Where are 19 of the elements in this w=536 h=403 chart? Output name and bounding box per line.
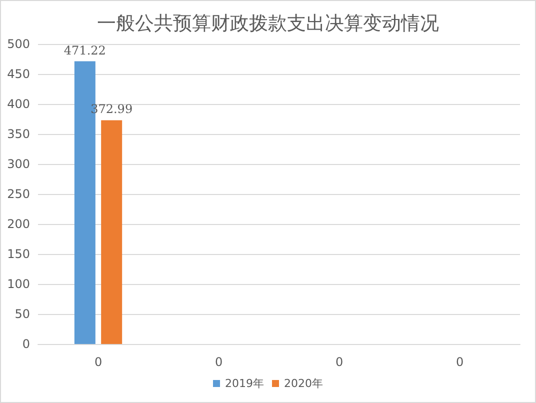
y-tick-label: 500 [7,37,30,51]
y-tick-label: 350 [7,127,30,141]
x-tick-label: 0 [94,355,102,369]
y-tick-label: 250 [7,187,30,201]
y-tick-label: 300 [7,157,30,171]
y-tick-label: 200 [7,217,30,231]
legend-label: 2019年 [225,377,264,390]
y-tick-label: 0 [22,337,30,351]
y-tick-label: 100 [7,277,30,291]
y-tick-label: 50 [14,307,30,321]
x-tick-label: 0 [214,355,223,369]
legend-label: 2020年 [284,377,323,390]
x-tick-label: 0 [456,355,464,369]
y-tick-label: 150 [7,247,30,261]
x-tick-label: 0 [335,355,344,369]
y-tick-label: 400 [7,97,30,111]
chart-title: 一般公共预算财政拨款支出决算变动情况 [97,12,439,34]
y-tick-label: 450 [7,67,30,81]
data-label: 471.22 [64,43,106,58]
